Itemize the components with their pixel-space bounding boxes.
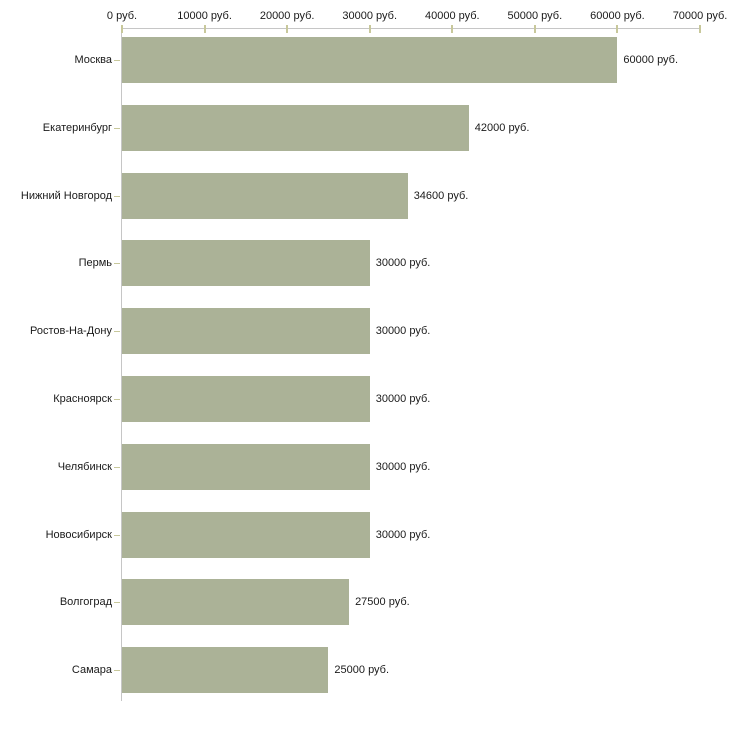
x-axis-tick-mark: [203, 25, 206, 33]
y-axis-line: [121, 28, 122, 701]
bar-row: Нижний Новгород 34600 руб.: [0, 172, 730, 219]
bar-row: Челябинск 30000 руб.: [0, 443, 730, 490]
category-tick-mark: [114, 331, 120, 333]
category-tick-mark: [114, 670, 120, 672]
x-axis-tick-mark: [286, 25, 289, 33]
x-axis-line: [122, 28, 700, 29]
bar-row: Красноярск 30000 руб.: [0, 376, 730, 422]
value-label: 30000 руб.: [375, 460, 431, 473]
bar: [122, 511, 370, 558]
bar: [122, 240, 370, 287]
category-tick-mark: [114, 60, 120, 61]
bar-row: Самара 25000 руб.: [0, 647, 730, 694]
category-tick-mark: [114, 127, 120, 129]
bar-row: Москва 60000 руб.: [0, 37, 730, 83]
bar-row: Екатеринбург 42000 руб.: [0, 104, 730, 151]
x-axis-tick-label: 50000 руб.: [507, 10, 563, 22]
x-axis-tick-label: 30000 руб.: [342, 10, 398, 22]
category-tick-mark: [114, 602, 120, 604]
value-label: 30000 руб.: [375, 393, 431, 405]
value-label: 60000 руб.: [623, 54, 679, 66]
bar-row: Ростов-На-Дону 30000 руб.: [0, 308, 730, 355]
category-tick-mark: [114, 399, 120, 400]
bar: [122, 308, 370, 355]
value-label: 42000 руб.: [474, 121, 530, 134]
x-axis-tick-mark: [368, 25, 371, 33]
x-axis-tick-mark: [616, 25, 619, 33]
x-axis-tick-mark: [451, 25, 454, 33]
category-label: Новосибирск: [45, 528, 112, 541]
x-axis-tick-label: 60000 руб.: [590, 10, 645, 22]
x-axis-tick-label: 0 руб.: [106, 10, 138, 22]
bar: [122, 647, 329, 694]
bar-row: Волгоград 27500 руб.: [0, 579, 730, 626]
category-label: Ростов-На-Дону: [29, 325, 112, 338]
category-label: Челябинск: [57, 460, 112, 473]
x-axis-tick-label: 10000 руб.: [177, 10, 232, 22]
bar: [122, 443, 370, 490]
value-label: 25000 руб.: [334, 664, 390, 677]
x-axis-tick-mark: [699, 25, 701, 33]
x-axis-tick-label: 40000 руб.: [424, 10, 480, 22]
category-label: Нижний Новгород: [20, 189, 112, 202]
bar: [122, 104, 469, 151]
bar: [122, 172, 408, 219]
value-label: 30000 руб.: [375, 325, 431, 338]
category-label: Москва: [74, 54, 112, 66]
category-label: Красноярск: [53, 393, 112, 405]
bar: [122, 579, 350, 626]
x-axis-tick-label: 20000 руб.: [259, 10, 315, 22]
x-axis-tick-mark: [533, 25, 536, 33]
value-label: 30000 руб.: [375, 257, 431, 270]
x-axis-tick-mark: [121, 25, 123, 33]
bar-row: Новосибирск 30000 руб.: [0, 511, 730, 558]
category-tick-mark: [114, 195, 120, 197]
category-label: Пермь: [78, 257, 112, 270]
category-tick-mark: [114, 263, 120, 265]
value-label: 30000 руб.: [375, 528, 431, 541]
category-label: Екатеринбург: [42, 121, 112, 134]
category-label: Волгоград: [59, 596, 112, 609]
bar-row: Пермь 30000 руб.: [0, 240, 730, 287]
bar: [122, 376, 370, 422]
category-label: Самара: [71, 664, 112, 677]
bar: [122, 37, 618, 83]
value-label: 34600 руб.: [413, 189, 469, 202]
category-tick-mark: [114, 466, 120, 468]
x-axis-tick-label: 70000 руб.: [672, 10, 728, 22]
value-label: 27500 руб.: [355, 596, 410, 609]
category-tick-mark: [114, 534, 120, 536]
